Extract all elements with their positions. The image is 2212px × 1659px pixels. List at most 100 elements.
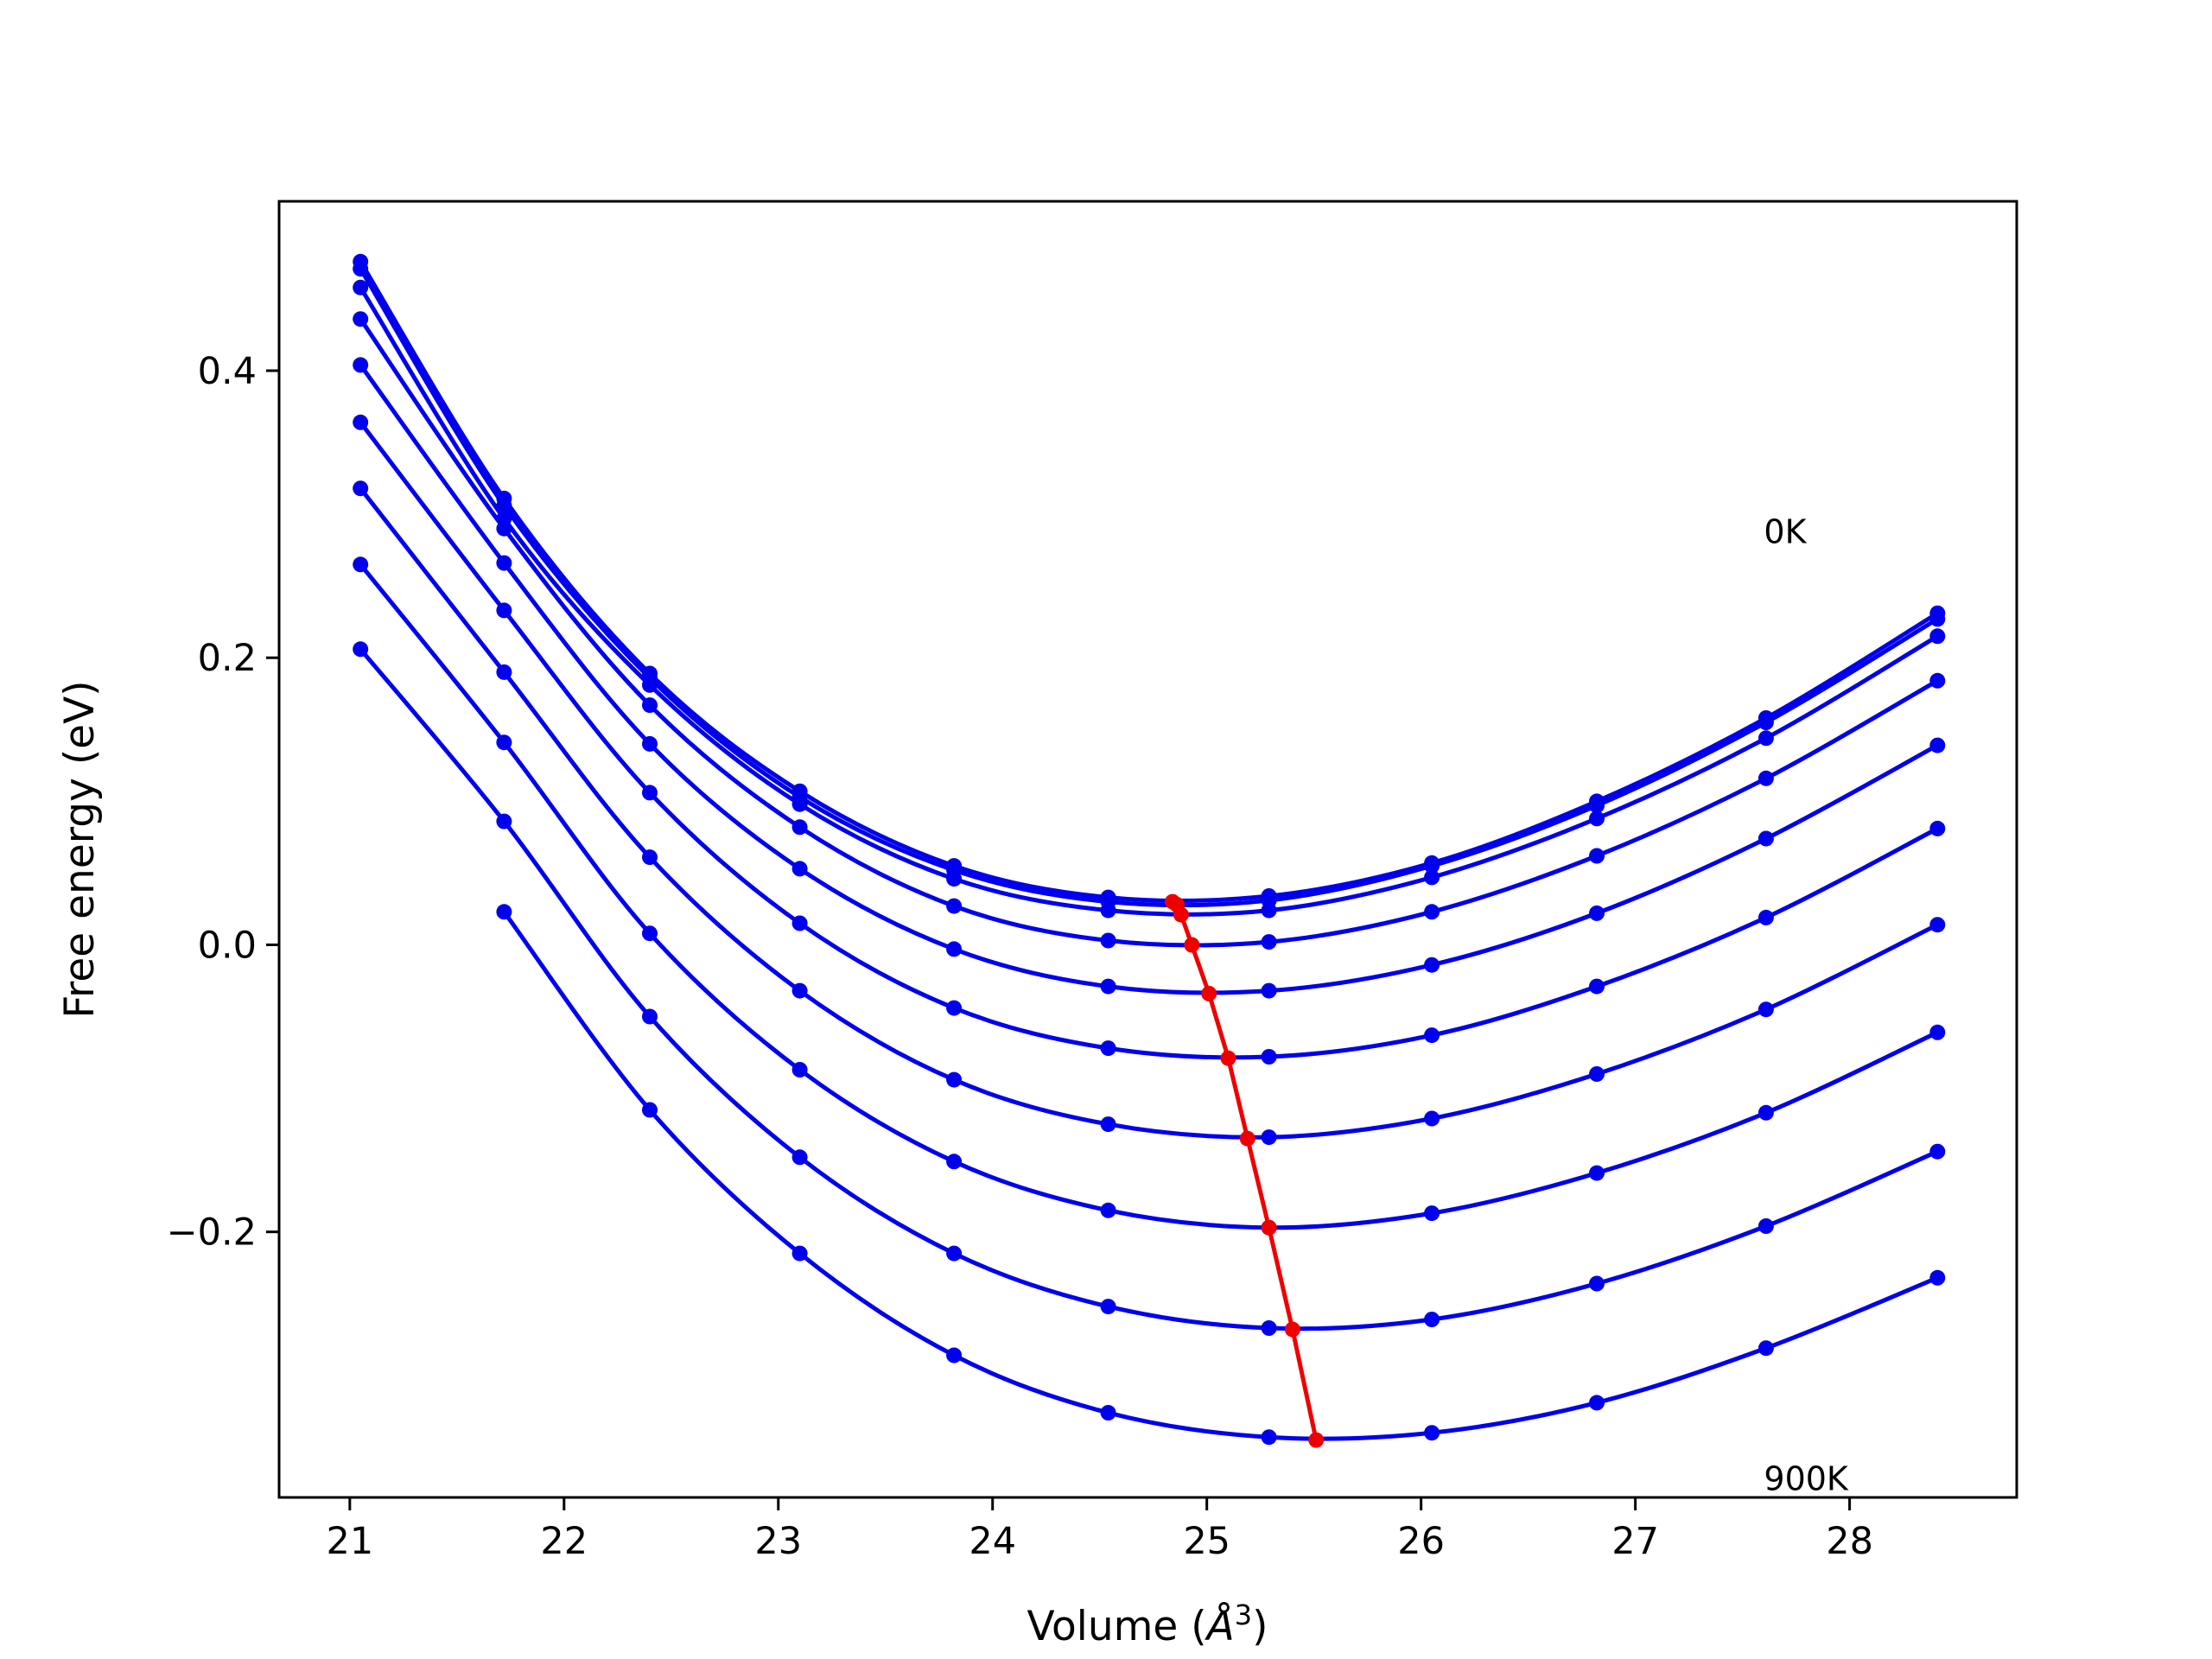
series-5-point <box>1424 957 1440 973</box>
series-line-8 <box>358 562 1940 1230</box>
series-5-point <box>642 735 658 752</box>
series-4-point <box>791 819 808 836</box>
series-9-point <box>496 813 512 830</box>
series-9-point <box>1424 1312 1440 1327</box>
series-2-point <box>1758 715 1774 730</box>
x-axis-title-text: Volume ( <box>1027 1603 1207 1650</box>
series-6-point <box>1424 1027 1440 1044</box>
series-3-point <box>791 796 808 812</box>
x-axis-title-unit: Å <box>1205 1603 1235 1650</box>
series-5-point <box>353 357 369 373</box>
series-4-point <box>1929 672 1946 689</box>
series-line-4 <box>358 316 1940 948</box>
series-line-10 <box>501 909 1940 1441</box>
series-3-point <box>1424 869 1440 886</box>
series-4-point <box>1424 904 1440 920</box>
minimum-point-6 <box>1220 1050 1236 1066</box>
x-tick-label: 27 <box>1611 1520 1659 1563</box>
series-7-point <box>791 982 808 999</box>
series-4-point <box>1100 932 1116 949</box>
series-8-point <box>1929 1024 1946 1040</box>
series-3-point <box>1589 810 1605 827</box>
series-3-point <box>946 871 963 887</box>
series-5-point <box>1589 905 1605 921</box>
series-10-point <box>1261 1429 1277 1446</box>
series-4-point <box>353 311 369 327</box>
series-7-point <box>642 849 658 866</box>
series-10-point <box>1424 1425 1440 1441</box>
series-6-point <box>642 785 658 801</box>
series-4-point <box>496 520 512 537</box>
series-line-1 <box>358 259 1940 904</box>
minimum-point-4 <box>1184 937 1200 953</box>
series-6-point <box>353 414 369 430</box>
series-2-point <box>1589 798 1605 814</box>
series-10-point <box>1100 1405 1116 1421</box>
series-10-point <box>791 1245 808 1262</box>
y-axis-title: Free energy (eV) <box>56 680 104 1018</box>
series-7-point <box>1100 1116 1116 1133</box>
series-2-point <box>1929 611 1946 627</box>
series-7-point <box>1261 1129 1277 1146</box>
series-line-3 <box>358 285 1940 917</box>
series-8-point <box>642 925 658 942</box>
series-6-point <box>1758 909 1774 925</box>
series-7-point <box>496 664 512 680</box>
series-line-7 <box>358 486 1940 1140</box>
series-6-point <box>496 602 512 619</box>
x-tick-label: 21 <box>326 1520 373 1563</box>
minimum-point-10 <box>1308 1432 1325 1448</box>
series-7-point <box>1758 1001 1774 1018</box>
series-10-point <box>1929 1269 1946 1286</box>
series-9-point <box>946 1245 963 1262</box>
series-6-point <box>1100 1040 1116 1057</box>
series-3-point <box>642 677 658 693</box>
series-8-point <box>1758 1104 1774 1121</box>
series-4-point <box>1758 770 1774 786</box>
series-10-point <box>946 1347 963 1363</box>
x-axis-title: Volume (Å3) <box>1027 1599 1268 1650</box>
series-6-point <box>946 1000 963 1016</box>
series-line-2 <box>358 266 1940 908</box>
series-line-9 <box>358 646 1940 1332</box>
y-axis-ticks: 0.4 0.2 0.0 −0.2 <box>167 350 279 1255</box>
series-6-point <box>791 915 808 931</box>
series-9-point <box>1929 1143 1946 1160</box>
series-6-point <box>1929 820 1946 836</box>
series-6-point <box>1589 978 1605 995</box>
series-8-point <box>946 1154 963 1170</box>
series-5-point <box>791 861 808 877</box>
x-tick-label: 26 <box>1397 1520 1445 1563</box>
annotations-layer: 0K 900K <box>1764 512 1849 1497</box>
series-7-point <box>1929 917 1946 933</box>
series-5-point <box>496 555 512 571</box>
series-4-point <box>1589 848 1605 864</box>
series-8-point <box>353 556 369 573</box>
series-line-5 <box>358 362 1940 995</box>
series-4-point <box>642 697 658 714</box>
series-7-point <box>353 480 369 497</box>
minimum-path-layer <box>1165 893 1325 1448</box>
y-tick-label: 0.2 <box>198 637 257 680</box>
curves-layer <box>353 253 1946 1446</box>
series-3-point <box>353 279 369 296</box>
x-tick-label: 28 <box>1826 1520 1873 1563</box>
series-5-point <box>1929 737 1946 753</box>
y-tick-label: 0.0 <box>198 924 257 967</box>
series-3-point <box>1261 902 1277 918</box>
series-line-6 <box>358 420 1940 1060</box>
series-3-point <box>1100 902 1116 918</box>
series-8-point <box>791 1062 808 1077</box>
series-8-point <box>1589 1165 1605 1181</box>
series-10-point <box>1758 1340 1774 1357</box>
series-2-point <box>353 261 369 277</box>
series-4-point <box>946 898 963 914</box>
x-tick-label: 23 <box>754 1520 802 1563</box>
plot-frame <box>277 200 2018 1499</box>
minimum-point-8 <box>1261 1219 1277 1236</box>
series-9-point <box>1100 1299 1116 1315</box>
x-tick-label: 25 <box>1183 1520 1230 1563</box>
series-3-point <box>1758 730 1774 747</box>
x-tick-label: 22 <box>540 1520 588 1563</box>
series-10-point <box>642 1102 658 1118</box>
